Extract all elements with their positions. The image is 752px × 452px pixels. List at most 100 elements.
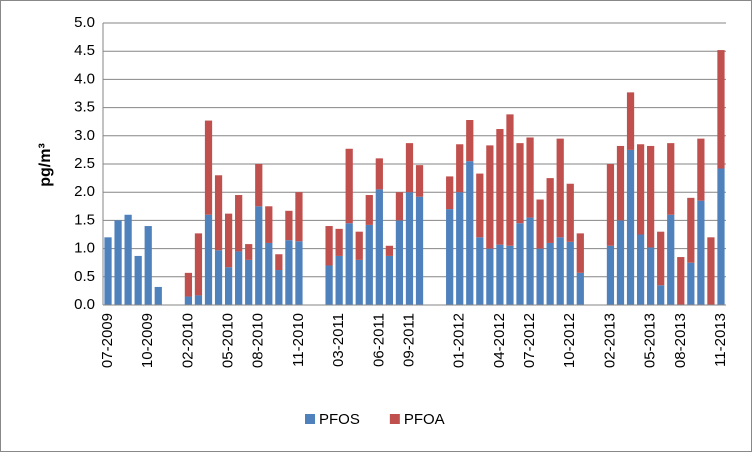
bar-segment <box>456 144 464 193</box>
bar-segment <box>325 265 333 305</box>
bar-segment <box>114 220 122 305</box>
x-tick-label: 05-2010 <box>220 313 237 368</box>
bar-segment <box>536 199 544 249</box>
x-tick-label: 10-2012 <box>561 313 578 368</box>
bar-segment <box>134 255 142 305</box>
bar-segment <box>566 183 574 242</box>
x-tick-label: 03-2011 <box>330 313 347 367</box>
bar-segment <box>335 228 343 256</box>
bar-segment <box>647 145 655 248</box>
bar-segment <box>526 137 534 218</box>
y-tick-label: 3.5 <box>74 99 95 116</box>
bar-segment <box>636 234 645 305</box>
y-tick-label: 2.5 <box>74 155 95 172</box>
bar-segment <box>325 226 333 266</box>
y-tick-label: 3.0 <box>74 127 95 144</box>
bar-segment <box>385 255 393 305</box>
bar-segment <box>536 248 544 305</box>
bar-segment <box>104 237 112 305</box>
bar-segment <box>466 161 474 305</box>
bar-segment <box>606 164 615 246</box>
bar-segment <box>566 241 574 305</box>
bar-segment <box>124 214 132 305</box>
bar-segment <box>245 259 253 305</box>
bar-segment <box>496 129 504 245</box>
y-tick-label: 1.0 <box>74 240 95 257</box>
bar-segment <box>345 148 353 224</box>
bar-segment <box>667 143 675 215</box>
bar-segment <box>285 210 293 241</box>
bar-segment <box>576 272 584 305</box>
bar-segment <box>345 223 353 305</box>
bar-segment <box>667 214 675 305</box>
bar-segment <box>335 255 343 305</box>
bar-segment <box>697 138 705 201</box>
y-tick-label: 1.5 <box>74 211 95 228</box>
bar-segment <box>717 168 725 305</box>
bar-segment <box>184 296 193 305</box>
bar-segment <box>184 272 193 297</box>
bar-segment <box>486 145 494 249</box>
bar-segment <box>235 251 243 305</box>
bar-segment <box>415 196 424 305</box>
x-tick-label: 04-2012 <box>491 313 508 368</box>
bar-segment <box>486 248 494 305</box>
bar-segment <box>526 217 534 305</box>
bar-segment <box>224 267 233 305</box>
bar-segment <box>154 286 162 305</box>
bar-segment <box>265 206 273 243</box>
x-tick-label: 08-2010 <box>250 313 267 368</box>
bar-segment <box>204 120 213 215</box>
bar-segment <box>365 224 373 305</box>
bar-segment <box>697 200 705 305</box>
bar-segment <box>214 250 223 305</box>
x-tick-label: 07-2009 <box>99 313 116 368</box>
bar-segment <box>657 231 665 286</box>
y-tick-label: 0.5 <box>74 268 95 285</box>
bar-segment <box>546 242 554 305</box>
bar-segment <box>687 197 695 263</box>
bar-segment <box>496 244 504 305</box>
bar-segment <box>375 189 383 305</box>
y-axis-title: pg/m³ <box>37 143 54 187</box>
bar-segment <box>446 176 454 210</box>
bar-segment <box>556 237 564 305</box>
x-tick-label: 05-2013 <box>642 313 659 368</box>
bar-segment <box>235 195 243 252</box>
x-tick-label: 11-2013 <box>712 313 729 367</box>
bar-segment <box>707 237 715 305</box>
y-tick-label: 4.5 <box>74 42 95 59</box>
bar-segment <box>355 231 363 260</box>
bar-segment <box>285 240 293 305</box>
bar-segment <box>446 209 454 305</box>
bar-segment <box>405 143 414 193</box>
bar-segment <box>255 164 263 207</box>
bar-segment <box>466 120 474 162</box>
bar-segment <box>616 220 625 305</box>
bar-segment <box>476 237 484 305</box>
x-tick-label: 01-2012 <box>451 313 468 368</box>
bar-segment <box>255 206 263 305</box>
bar-segment <box>265 242 273 305</box>
legend: PFOS PFOA <box>305 411 445 428</box>
legend-label: PFOA <box>404 411 445 428</box>
bar-segment <box>456 192 464 305</box>
bar-segment <box>415 165 424 197</box>
bar-segment <box>687 262 695 305</box>
bar-segment <box>516 223 524 305</box>
bar-segment <box>295 241 303 305</box>
legend-swatch <box>389 414 400 424</box>
bar-segment <box>626 92 635 150</box>
bar-segment <box>275 270 283 305</box>
bar-segment <box>395 192 404 221</box>
y-tick-label: 5.0 <box>74 14 95 31</box>
bar-segment <box>657 285 665 305</box>
bar-segment <box>245 244 253 260</box>
x-tick-label: 11-2010 <box>290 313 307 367</box>
bar-segment <box>275 254 283 271</box>
bar-segment <box>717 50 725 169</box>
y-tick-label: 0.0 <box>74 296 95 313</box>
bar-segment <box>626 149 635 305</box>
bar-segment <box>355 259 363 305</box>
bar-segment <box>677 257 685 305</box>
